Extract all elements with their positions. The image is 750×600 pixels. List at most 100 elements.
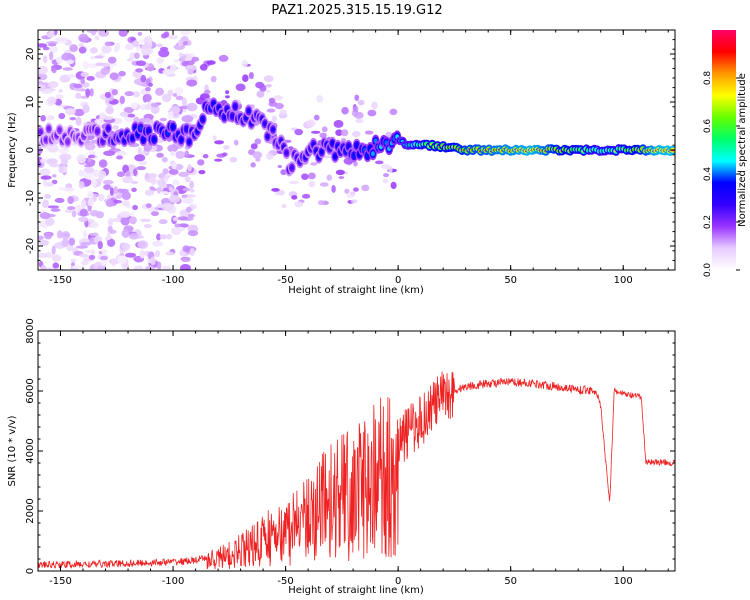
- noise-speckle: [225, 95, 230, 99]
- noise-speckle: [148, 173, 158, 179]
- noise-speckle: [168, 194, 181, 203]
- noise-speckle: [273, 95, 283, 101]
- colorbar-label: Normalized spectral amplitude: [737, 73, 748, 227]
- noise-speckle: [86, 30, 99, 33]
- noise-speckle: [111, 217, 124, 223]
- noise-speckle: [355, 118, 364, 124]
- noise-speckle: [177, 223, 189, 228]
- x-tick-label: -50: [277, 576, 293, 587]
- noise-speckle: [78, 216, 89, 223]
- noise-speckle: [165, 251, 175, 256]
- x-tick-label: -100: [162, 576, 185, 587]
- noise-speckle: [111, 88, 118, 96]
- ridge-core: [370, 151, 375, 157]
- noise-speckle: [301, 173, 309, 181]
- noise-speckle: [80, 241, 92, 246]
- noise-speckle: [204, 89, 211, 95]
- noise-speckle: [45, 182, 54, 187]
- ridge-core: [100, 138, 105, 144]
- noise-speckle: [125, 43, 134, 51]
- noise-speckle: [364, 130, 374, 135]
- noise-speckle: [242, 74, 249, 82]
- noise-speckle: [143, 36, 153, 45]
- noise-speckle: [88, 254, 96, 260]
- noise-speckle: [277, 189, 285, 196]
- noise-speckle: [111, 257, 116, 267]
- colorbar-tick-label: 0.6: [703, 119, 713, 134]
- noise-speckle: [159, 117, 167, 122]
- noise-speckle: [142, 93, 152, 103]
- noise-speckle: [382, 178, 389, 184]
- noise-speckle: [317, 200, 325, 206]
- noise-speckle: [96, 265, 104, 270]
- noise-speckle: [86, 76, 95, 81]
- x-tick-label: 50: [504, 275, 517, 286]
- noise-speckle: [144, 189, 155, 196]
- noise-speckle: [87, 154, 96, 159]
- ridge-core: [262, 121, 267, 127]
- noise-speckle: [187, 40, 192, 46]
- noise-speckle: [189, 188, 195, 193]
- noise-speckle: [271, 115, 277, 123]
- noise-speckle: [75, 92, 82, 99]
- noise-speckle: [139, 151, 150, 155]
- noise-speckle: [119, 111, 129, 117]
- noise-speckle: [162, 168, 169, 175]
- noise-speckle: [184, 57, 193, 61]
- noise-speckle: [389, 108, 398, 116]
- noise-speckle: [99, 255, 109, 261]
- noise-speckle: [158, 49, 170, 58]
- y-tick-label: 10: [25, 96, 36, 109]
- noise-speckle: [319, 132, 327, 139]
- noise-speckle: [106, 232, 112, 241]
- noise-speckle: [50, 208, 61, 212]
- noise-speckle: [187, 213, 195, 218]
- noise-speckle: [85, 88, 91, 98]
- noise-speckle: [116, 155, 124, 160]
- noise-speckle: [341, 106, 349, 115]
- noise-speckle: [274, 102, 284, 110]
- noise-speckle: [130, 102, 139, 109]
- noise-speckle: [87, 198, 95, 207]
- noise-speckle: [68, 237, 76, 246]
- ridge-core: [365, 153, 370, 159]
- noise-speckle: [75, 116, 82, 126]
- noise-speckle: [279, 109, 287, 116]
- noise-speckle: [254, 138, 262, 145]
- noise-speckle: [166, 233, 173, 240]
- ridge-core: [65, 139, 70, 145]
- noise-speckle: [63, 187, 75, 192]
- noise-speckle: [265, 152, 274, 160]
- noise-speckle: [82, 230, 88, 239]
- noise-speckle: [97, 240, 103, 250]
- noise-speckle: [151, 177, 156, 186]
- noise-speckle: [145, 203, 152, 208]
- noise-speckle: [150, 105, 160, 115]
- noise-speckle: [38, 43, 48, 48]
- noise-speckle: [198, 170, 206, 175]
- noise-speckle: [45, 217, 55, 226]
- noise-speckle: [137, 240, 149, 249]
- noise-speckle: [390, 181, 397, 190]
- snr-y-ticks: 0 2000 4000 6000 8000: [25, 318, 675, 574]
- noise-speckle: [89, 221, 100, 229]
- noise-speckle: [123, 106, 134, 114]
- spectrogram-x-label: Height of straight line (km): [288, 285, 424, 296]
- noise-speckle: [82, 104, 90, 114]
- ridge-core: [141, 137, 146, 143]
- noise-speckle: [154, 250, 161, 258]
- colorbar-tick-label: 0.8: [703, 71, 713, 86]
- noise-speckle: [259, 84, 267, 92]
- ridge-core: [95, 128, 100, 134]
- noise-speckle: [263, 75, 274, 83]
- noise-speckle: [175, 150, 185, 159]
- noise-speckle: [59, 153, 72, 161]
- noise-speckle: [174, 164, 184, 171]
- noise-speckle: [367, 109, 377, 117]
- noise-speckle: [95, 62, 105, 66]
- noise-speckle: [98, 159, 108, 168]
- noise-speckle: [115, 42, 121, 51]
- noise-speckle: [177, 39, 183, 47]
- noise-speckle: [67, 196, 74, 205]
